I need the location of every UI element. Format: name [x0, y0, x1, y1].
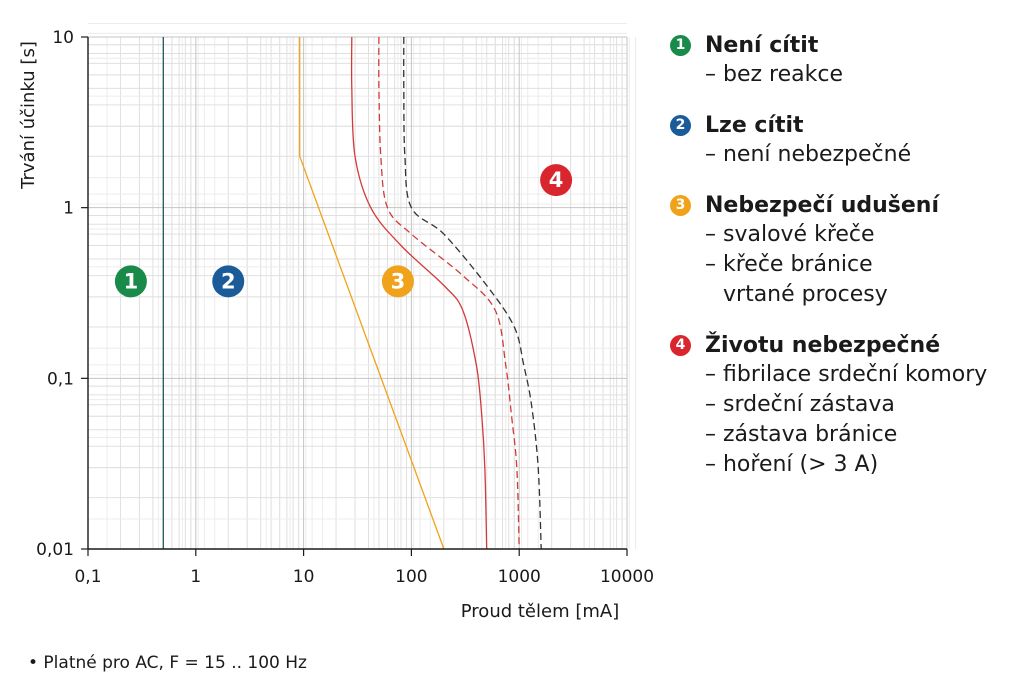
y-axis-label: Trvání účinku [s] [18, 41, 39, 190]
legend-badge-3: 3 [670, 194, 691, 216]
x-tick-label: 10 [293, 567, 315, 587]
legend-entry-3: 3 Nebezpečí udušení – svalové křeče – křeče… [670, 190, 1020, 310]
x-tick-label: 1000 [498, 567, 541, 587]
zone-marker-2 [212, 265, 245, 298]
curve-c3 [350, 36, 488, 550]
legend-title: Lze cítit [705, 112, 804, 138]
legend-item: – není nebezpečné [705, 142, 912, 167]
legend-badge-4: 4 [670, 334, 691, 356]
y-tick-label: 10 [52, 28, 74, 48]
legend-entry-4: 4 Životu nebezpečné – fibrilace srdeční ko… [670, 330, 1020, 480]
x-tick-label: 0,1 [74, 567, 101, 587]
legend-title: Nebezpečí udušení [705, 192, 940, 218]
legend-item: – fibrilace srdeční komory [705, 362, 988, 387]
legend-entry-1: 1 Není cítit – bez reakce [670, 30, 1020, 90]
footnote: • Platné pro AC, F = 15 .. 100 Hz [28, 653, 307, 673]
legend-item: – hoření (> 3 A) [705, 452, 879, 477]
zone-number-2: 2 [221, 269, 236, 293]
curve-c4 [378, 36, 520, 550]
legend-item: vrtané procesy [723, 282, 888, 307]
legend-item: – bez reakce [705, 62, 843, 87]
zone-number-3: 3 [391, 269, 406, 293]
x-axis-label: Proud tělem [mA] [461, 601, 619, 622]
legend-head: 3 Nebezpečí udušení [670, 190, 1020, 220]
zone-marker-3 [381, 265, 414, 298]
legend-badge-1: 1 [670, 34, 691, 56]
zone-number-1: 1 [124, 269, 139, 293]
axes [87, 37, 627, 550]
grid-minor [88, 22, 637, 549]
zone-marker-1 [114, 265, 147, 298]
x-tick-label: 10000 [600, 567, 654, 587]
legend-entry-2: 2 Lze cítit – není nebezpečné [670, 110, 1020, 170]
legend: 1 Není cítit – bez reakce 2 Lze cítit – není … [670, 30, 1020, 500]
zone-marker-4 [540, 164, 573, 197]
zones: 1 2 3 4 [114, 164, 573, 298]
zone-number-4: 4 [549, 168, 564, 192]
legend-item: – křeče bránice [705, 252, 873, 277]
curve-c5 [403, 36, 542, 550]
legend-item: – srdeční zástava [705, 392, 895, 417]
curves [162, 36, 542, 550]
grid-major [87, 36, 628, 550]
legend-item: – zástava bránice [705, 422, 898, 447]
x-tick-label: 1 [190, 567, 201, 587]
legend-title: Není cítit [705, 32, 819, 58]
y-tick-label: 1 [63, 199, 74, 219]
legend-head: 4 Životu nebezpečné [670, 330, 1020, 360]
y-tick-label: 0,01 [36, 540, 74, 560]
y-tick-label: 0,1 [47, 369, 74, 389]
legend-head: 1 Není cítit [670, 30, 1020, 60]
legend-head: 2 Lze cítit [670, 110, 1020, 140]
legend-badge-2: 2 [670, 114, 691, 136]
legend-title: Životu nebezpečné [705, 332, 941, 358]
curve-c2 [299, 37, 445, 550]
x-tick-label: 100 [395, 567, 427, 587]
legend-item: – svalové křeče [705, 222, 875, 247]
